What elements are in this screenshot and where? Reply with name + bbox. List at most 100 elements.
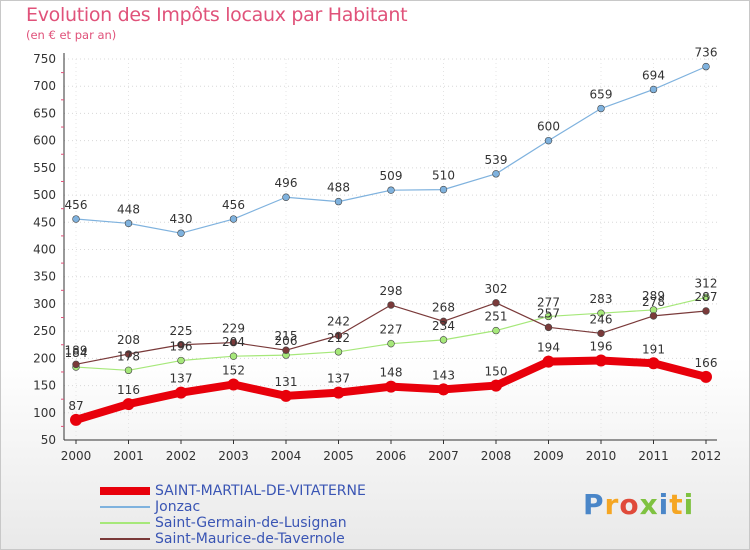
data-label: 278 — [642, 295, 665, 309]
data-label: 148 — [380, 366, 403, 380]
data-label: 131 — [275, 375, 298, 389]
x-tick-label: 2002 — [166, 449, 197, 463]
data-label: 456 — [65, 198, 88, 212]
data-point — [700, 370, 712, 383]
data-label: 736 — [695, 46, 718, 60]
data-label: 137 — [327, 372, 350, 386]
data-point — [649, 85, 658, 94]
data-point — [492, 326, 500, 335]
data-label: 268 — [432, 300, 455, 314]
y-tick-label: 200 — [33, 351, 56, 365]
x-tick-label: 2012 — [691, 449, 722, 463]
data-point — [542, 355, 555, 368]
data-point — [229, 215, 238, 223]
data-label: 302 — [485, 282, 508, 296]
data-point — [649, 312, 658, 320]
data-label: 229 — [222, 322, 245, 336]
data-label: 510 — [432, 169, 455, 183]
x-tick-label: 2009 — [533, 449, 564, 463]
data-label: 227 — [380, 323, 403, 337]
data-point — [702, 307, 710, 315]
data-point — [597, 329, 605, 338]
data-point — [544, 323, 553, 332]
y-tick-label: 550 — [33, 161, 56, 175]
data-label: 194 — [537, 341, 560, 355]
data-point — [175, 386, 187, 399]
data-label: 251 — [485, 310, 508, 324]
legend-swatch — [100, 538, 150, 540]
chart-title: Evolution des Impôts locaux par Habitant — [26, 4, 408, 26]
data-label: 298 — [380, 284, 403, 298]
data-label: 137 — [170, 372, 193, 386]
data-label: 178 — [117, 349, 140, 363]
data-point — [227, 378, 240, 391]
data-label: 150 — [485, 365, 508, 379]
data-label: 87 — [68, 399, 83, 413]
data-label: 496 — [275, 176, 298, 190]
data-label: 312 — [695, 276, 718, 290]
x-tick-label: 2004 — [271, 449, 302, 463]
data-point — [492, 170, 500, 178]
data-point — [124, 219, 133, 228]
data-point — [387, 301, 395, 309]
data-point — [332, 386, 345, 399]
proxiti-logo: Proxiti — [583, 488, 695, 521]
data-point — [597, 309, 605, 317]
data-point — [72, 215, 80, 223]
legend-label: Saint-Germain-de-Lusignan — [155, 515, 347, 531]
data-point — [597, 104, 605, 113]
data-label: 287 — [695, 290, 718, 304]
data-point — [70, 413, 82, 426]
data-point — [334, 348, 343, 356]
data-label: 430 — [170, 212, 193, 226]
x-tick-label: 2000 — [61, 449, 92, 463]
data-point — [177, 341, 185, 349]
legend-swatch — [100, 487, 150, 495]
data-point — [124, 366, 133, 375]
data-point — [387, 186, 395, 194]
data-point — [439, 317, 448, 326]
data-label: 208 — [117, 333, 140, 347]
data-point — [124, 350, 133, 358]
data-label: 206 — [275, 334, 298, 348]
y-tick-label: 250 — [33, 324, 56, 338]
x-tick-label: 2003 — [218, 449, 249, 463]
y-tick-label: 50 — [41, 433, 56, 447]
data-label: 289 — [642, 289, 665, 303]
data-label: 600 — [537, 120, 560, 134]
legend-swatch — [100, 522, 150, 524]
x-tick-label: 2005 — [323, 449, 354, 463]
data-label: 694 — [642, 68, 665, 82]
data-label: 283 — [590, 292, 613, 306]
y-tick-label: 150 — [33, 379, 56, 393]
x-tick-label: 2007 — [428, 449, 459, 463]
y-tick-label: 650 — [33, 106, 56, 120]
data-point — [282, 346, 290, 354]
data-point — [387, 339, 395, 348]
y-tick-label: 600 — [33, 134, 56, 148]
data-label: 166 — [695, 356, 718, 370]
data-point — [437, 383, 450, 396]
x-tick-label: 2010 — [586, 449, 617, 463]
data-point — [334, 331, 343, 340]
data-point — [229, 352, 238, 360]
data-label: 196 — [170, 340, 193, 354]
y-tick-label: 450 — [33, 215, 56, 229]
data-point — [280, 389, 292, 402]
y-tick-label: 700 — [33, 79, 56, 93]
data-point — [122, 398, 135, 411]
data-label: 277 — [537, 295, 560, 309]
y-tick-label: 300 — [33, 297, 56, 311]
data-point — [229, 338, 238, 347]
data-point — [702, 62, 710, 71]
data-label: 212 — [327, 331, 350, 345]
x-tick-label: 2001 — [113, 449, 144, 463]
data-point — [595, 354, 607, 367]
data-label: 225 — [170, 324, 193, 338]
data-label: 191 — [642, 342, 665, 356]
data-point — [544, 312, 553, 321]
data-point — [439, 185, 448, 194]
data-label: 196 — [590, 340, 613, 354]
